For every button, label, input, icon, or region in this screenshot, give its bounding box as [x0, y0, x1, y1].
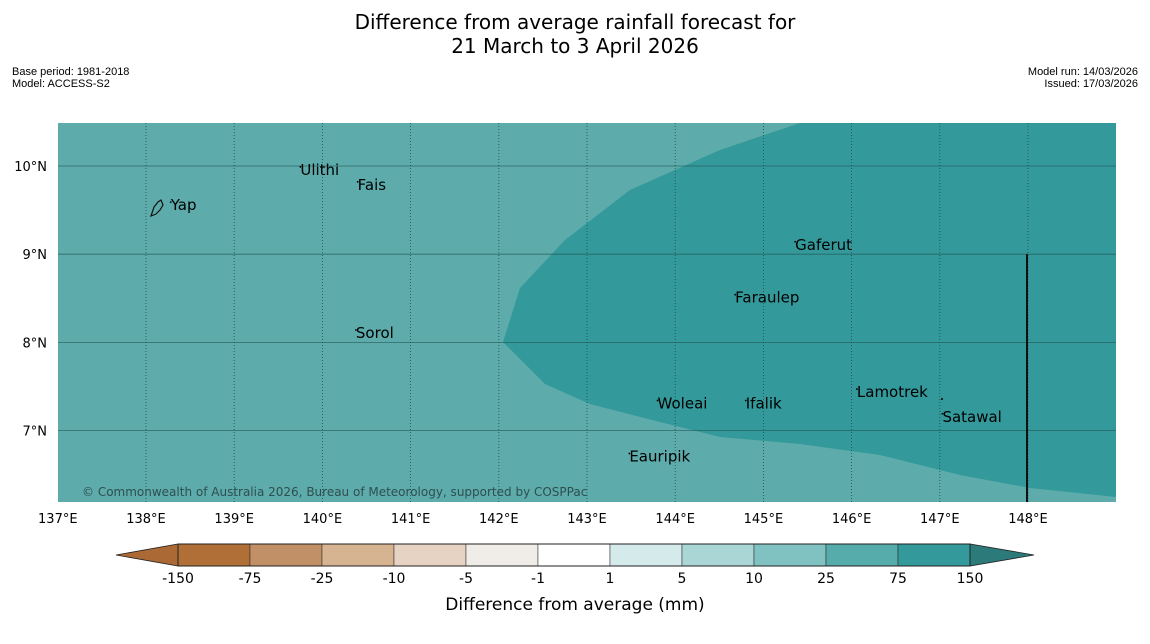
lon-tick-label: 143°E — [567, 512, 607, 527]
island-marker — [794, 240, 797, 243]
place-label-fais: Fais — [358, 176, 387, 194]
island-marker — [299, 165, 302, 168]
colorbar-tick-label: -75 — [239, 571, 262, 587]
island-marker — [356, 180, 359, 183]
colorbar-tick-label: -1 — [531, 571, 545, 587]
place-label-sorol: Sorol — [356, 324, 394, 342]
colorbar-segment — [753, 543, 827, 567]
lon-tick-label: 146°E — [832, 512, 872, 527]
colorbar-segment — [537, 543, 611, 567]
colorbar-tick-label: -25 — [311, 571, 334, 587]
island-marker — [355, 329, 357, 331]
place-label-gaferut: Gaferut — [795, 236, 852, 254]
lat-tick-label: 7°N — [23, 425, 48, 440]
lon-tick-label: 144°E — [655, 512, 695, 527]
island-marker — [656, 399, 659, 402]
colorbar-tick-label: -150 — [162, 571, 194, 587]
colorbar-segment — [177, 543, 251, 567]
copyright-notice: © Commonwealth of Australia 2026, Bureau… — [82, 485, 587, 499]
colorbar-tick-label: 75 — [889, 571, 907, 587]
island-marker — [855, 388, 858, 390]
map-title: Difference from average rainfall forecas… — [0, 10, 1150, 58]
lon-tick-label: 148°E — [1008, 512, 1048, 527]
model-run: Model run: 14/03/2026 — [1027, 66, 1138, 78]
place-label-eauripik: Eauripik — [629, 447, 690, 465]
place-label-woleai: Woleai — [658, 395, 708, 413]
island-marker — [628, 452, 631, 455]
place-label-faraulep: Faraulep — [735, 289, 799, 307]
colorbar-segment — [609, 543, 683, 567]
colorbar-outline — [177, 543, 971, 567]
colorbar: -150 -75 -25 -10 -5 -1 1 5 10 25 75 150 — [115, 543, 1035, 587]
place-label-ulithi: Ulithi — [300, 161, 339, 179]
colorbar-segment — [681, 543, 755, 567]
island-marker — [744, 399, 747, 402]
colorbar-segment — [249, 543, 323, 567]
meta-left: Base period: 1981-2018 Model: ACCESS-S2 — [12, 66, 129, 90]
lon-tick-label: 140°E — [303, 512, 343, 527]
base-period: Base period: 1981-2018 — [12, 66, 130, 78]
lon-tick-label: 145°E — [744, 512, 784, 527]
lon-tick-label: 139°E — [214, 512, 254, 527]
colorbar-tick-label: 150 — [957, 571, 984, 587]
model-name: Model: ACCESS-S2 — [12, 78, 110, 90]
place-label-satawal: Satawal — [942, 408, 1001, 426]
graticule — [58, 123, 1116, 502]
yap-island-outline — [150, 199, 164, 218]
issued-date: Issued: 17/03/2026 — [1044, 78, 1138, 90]
lon-tick-label: 147°E — [920, 512, 960, 527]
meta-right: Model run: 14/03/2026 Issued: 17/03/2026 — [1028, 66, 1138, 90]
lon-tick-label: 142°E — [479, 512, 519, 527]
colorbar-extend-low — [115, 543, 179, 567]
place-label-lamotrek: Lamotrek — [857, 383, 928, 401]
colorbar-segment — [321, 543, 395, 567]
colorbar-title: Difference from average (mm) — [445, 595, 704, 615]
lat-tick-label: 9°N — [23, 248, 48, 263]
place-label-yap: Yap — [170, 196, 197, 214]
colorbar-tick-label: 1 — [606, 571, 615, 587]
title-line-1: Difference from average rainfall forecas… — [354, 10, 796, 34]
lon-tick-label: 137°E — [38, 512, 78, 527]
colorbar-segment — [897, 543, 971, 567]
island-marker — [734, 293, 737, 296]
colorbar-segment — [825, 543, 899, 567]
island-marker — [941, 412, 944, 415]
colorbar-segment — [465, 543, 539, 567]
place-label-ifalik: Ifalik — [746, 395, 782, 413]
lon-tick-label: 138°E — [126, 512, 166, 527]
island-marker — [941, 398, 943, 400]
place-labels: Yap Ulithi Fais Gaferut Faraulep Sorol Lamotre… — [170, 161, 1002, 466]
lat-tick-label: 10°N — [14, 160, 47, 175]
colorbar-tick-label: 25 — [817, 571, 835, 587]
colorbar-extend-high — [969, 543, 1035, 567]
colorbar-tick-label: -5 — [459, 571, 473, 587]
colorbar-segment — [393, 543, 467, 567]
island-marker — [169, 201, 172, 204]
map-axes: 137°E 138°E 139°E 140°E 141°E 142°E 143°E 144°E… — [14, 160, 1048, 527]
lon-tick-label: 141°E — [391, 512, 431, 527]
lat-tick-label: 8°N — [23, 336, 48, 351]
region-75-150 — [503, 123, 1116, 497]
title-line-2: 21 March to 3 April 2026 — [451, 34, 699, 58]
colorbar-tick-label: 5 — [678, 571, 687, 587]
colorbar-tick-label: 10 — [745, 571, 763, 587]
colorbar-tick-label: -10 — [383, 571, 406, 587]
